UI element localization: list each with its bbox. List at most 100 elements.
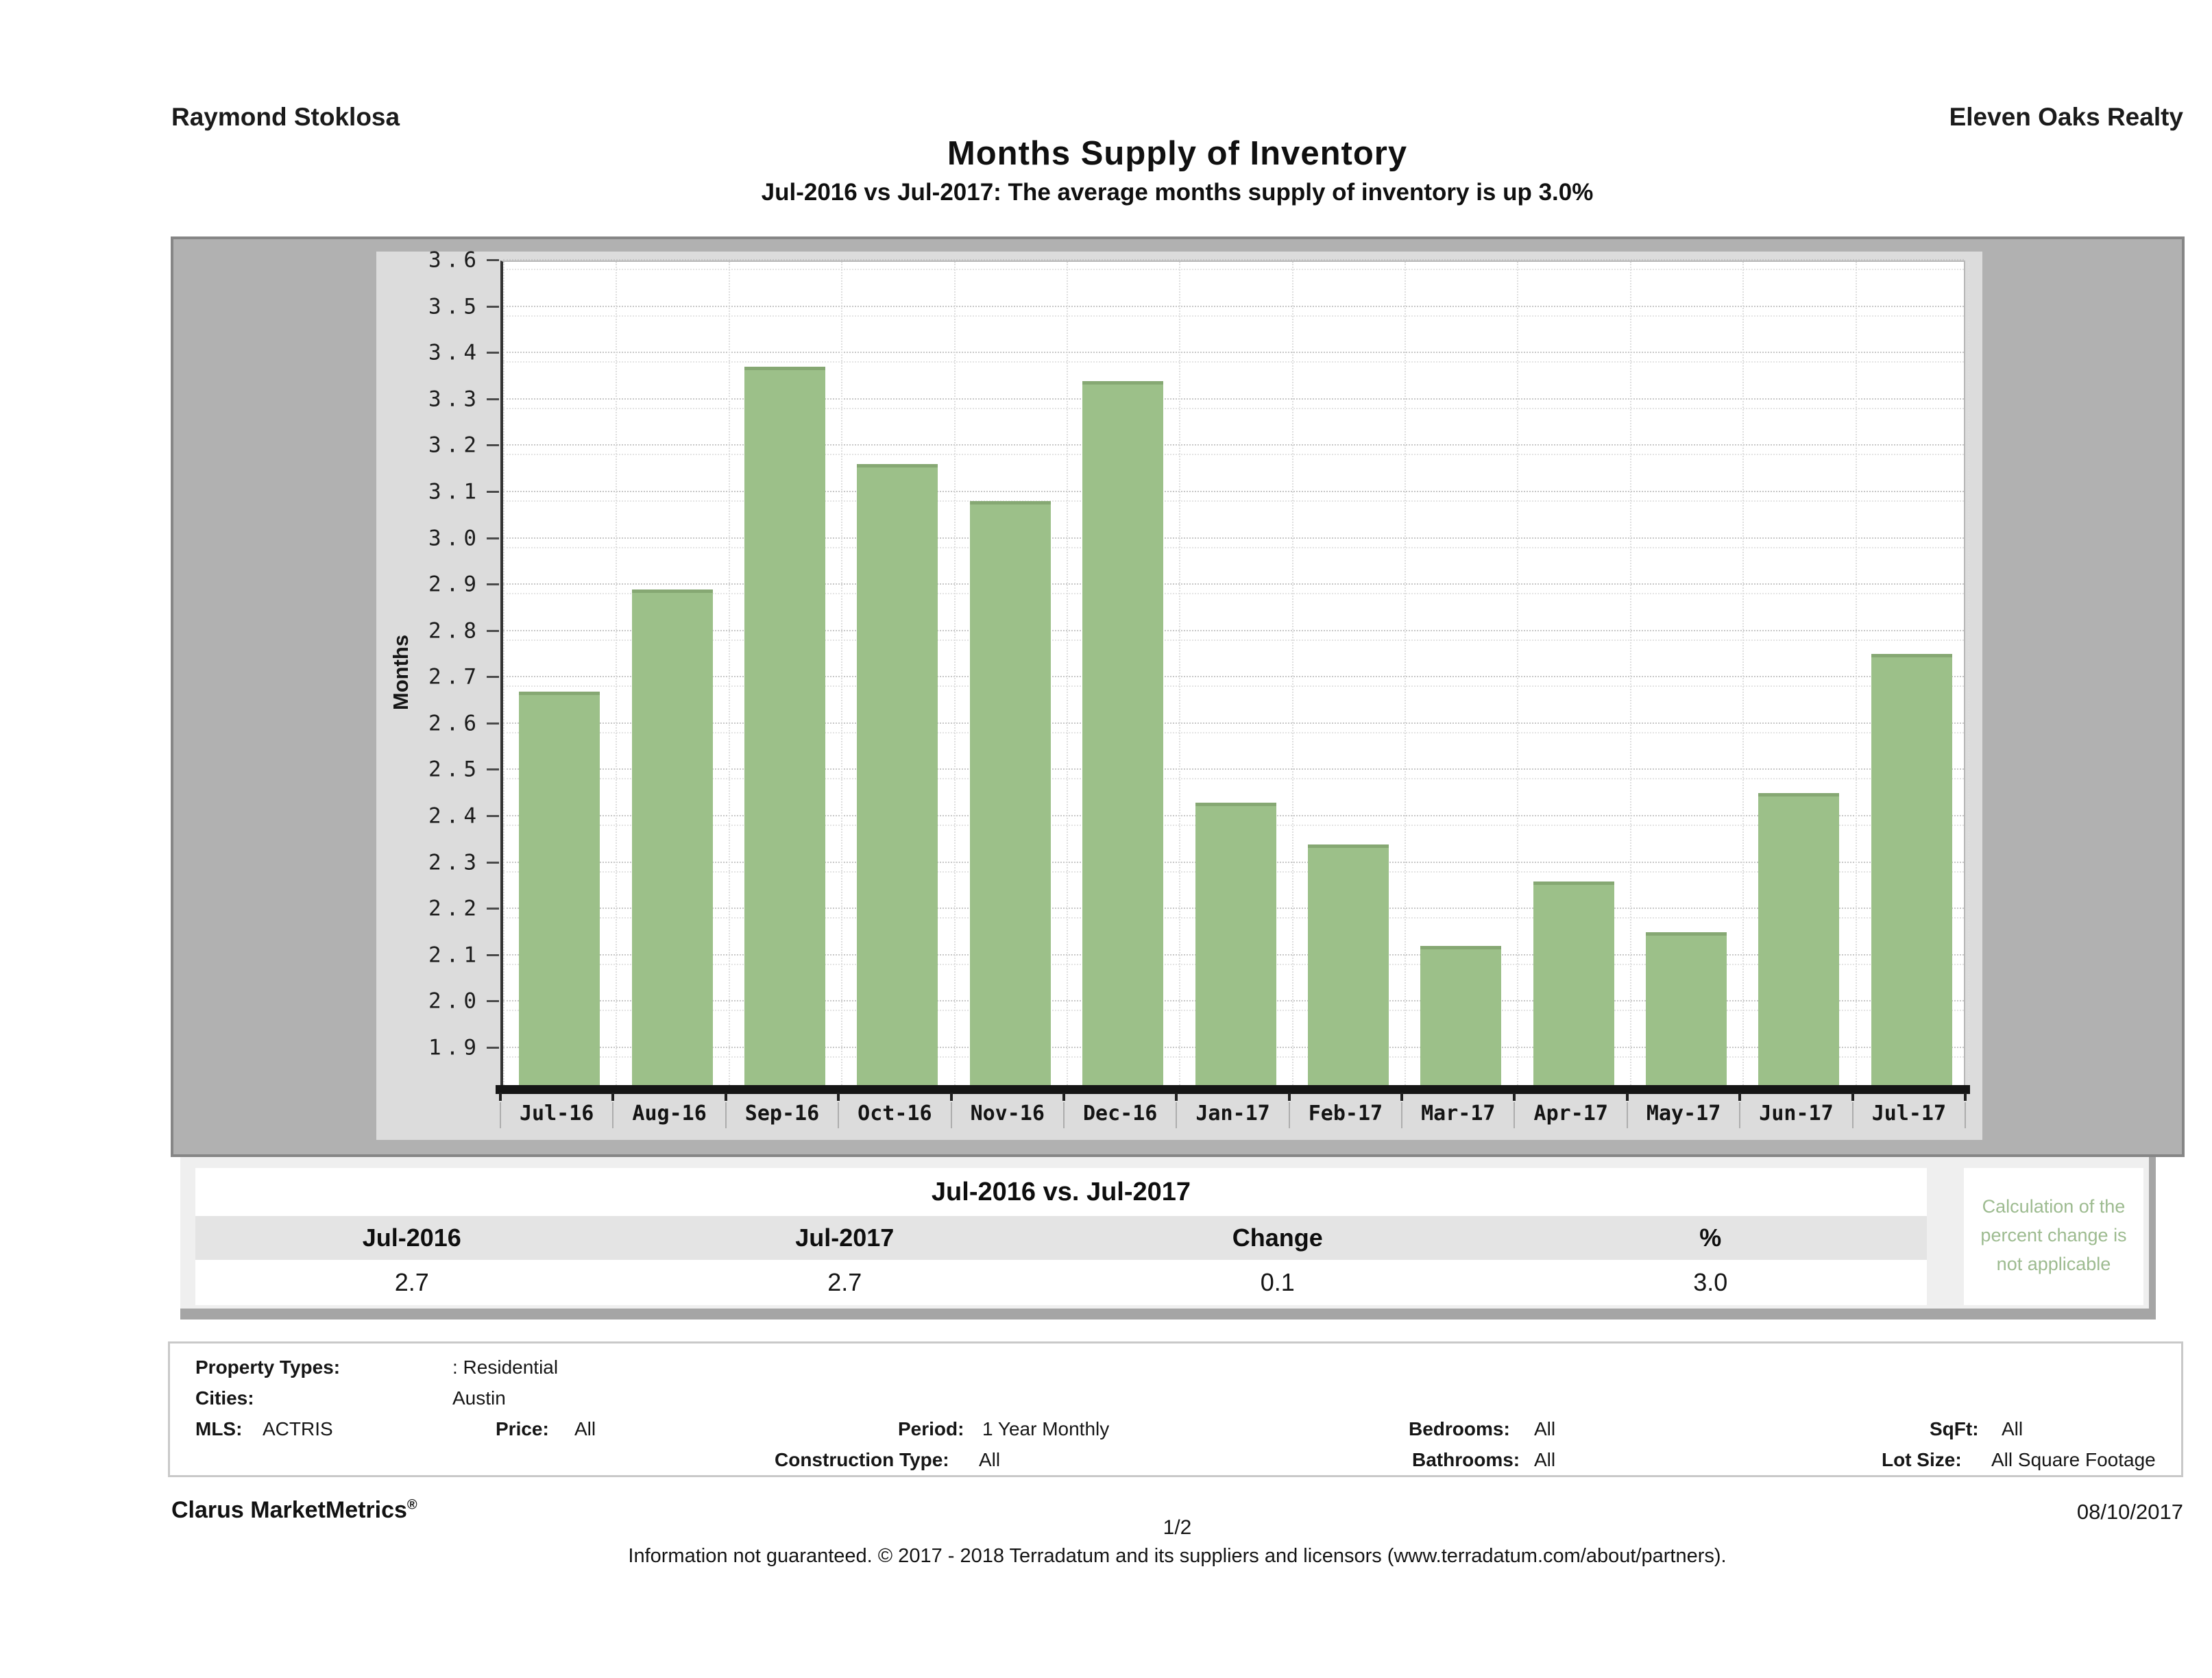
- y-tick-mark: [487, 1046, 499, 1049]
- gridline-minor: [503, 315, 1964, 317]
- y-tick-mark: [487, 1000, 499, 1003]
- y-tick-mark: [487, 583, 499, 586]
- y-tick-mark: [487, 537, 499, 539]
- x-label-separator: [1176, 1102, 1178, 1128]
- y-tick-label: 2.6: [428, 711, 481, 736]
- criteria-label: Property Types:: [195, 1357, 341, 1378]
- bar-Jan-17: [1195, 802, 1276, 1085]
- table-value: 2.7: [394, 1268, 429, 1296]
- x-axis-line: [496, 1085, 1970, 1094]
- y-tick-mark: [487, 398, 499, 400]
- x-label-separator: [1288, 1102, 1290, 1128]
- bar-Jun-17: [1758, 793, 1840, 1085]
- x-axis-tick: [1738, 1093, 1742, 1101]
- percent-change-note: Calculation of the percent change is not…: [1980, 1196, 2127, 1274]
- gridline-minor: [503, 500, 1964, 502]
- gridline: [503, 490, 1964, 492]
- x-tick-label: May-17: [1646, 1102, 1721, 1126]
- gridline-minor: [503, 593, 1964, 595]
- y-tick-label: 2.2: [428, 896, 481, 921]
- x-tick-label: Jul-16: [520, 1102, 594, 1126]
- y-tick-label: 3.4: [428, 340, 481, 365]
- criteria-value: : Residential: [452, 1357, 559, 1378]
- bar-May-17: [1646, 932, 1727, 1085]
- x-tick-label: Mar-17: [1421, 1102, 1496, 1126]
- gridline-minor: [503, 778, 1964, 780]
- chart-area: Months 1.9 2.0 2.1 2.2 2.3 2.4 2.5 2.6 2.7 2.8 2.9…: [376, 250, 1982, 1140]
- x-label-separator: [1626, 1102, 1628, 1128]
- y-tick-mark: [487, 908, 499, 910]
- page-title: Months Supply of Inventory: [947, 135, 1408, 172]
- criteria-value: Austin: [452, 1387, 506, 1409]
- gridline-minor: [503, 639, 1964, 641]
- x-tick-label: Jan-17: [1195, 1102, 1270, 1126]
- table-column-header: Jul-2017: [795, 1224, 895, 1252]
- gridline: [503, 305, 1964, 307]
- x-label-separator: [950, 1102, 952, 1128]
- vertical-gridline: [1291, 262, 1293, 1085]
- x-label-separator: [1401, 1102, 1403, 1128]
- bar-Jul-16: [519, 691, 600, 1085]
- x-tick-label: Aug-16: [632, 1102, 707, 1126]
- gridline: [503, 398, 1964, 400]
- x-label-separator: [1739, 1102, 1741, 1128]
- bar-Dec-16: [1082, 380, 1164, 1085]
- bar-Jul-17: [1871, 654, 1952, 1085]
- chart-panel: Months 1.9 2.0 2.1 2.2 2.3 2.4 2.5 2.6 2.7 2.8 2.9…: [171, 236, 2185, 1157]
- registered-mark: ®: [406, 1497, 417, 1513]
- gridline: [503, 768, 1964, 770]
- y-tick-label: 2.5: [428, 757, 481, 782]
- y-tick-mark: [487, 444, 499, 447]
- gridline-minor: [503, 685, 1964, 688]
- y-tick-mark: [487, 259, 499, 261]
- x-tick-label: Sep-16: [744, 1102, 820, 1126]
- bar-Mar-17: [1420, 946, 1502, 1085]
- x-label-separator: [1851, 1102, 1854, 1128]
- criteria-value: All: [1534, 1449, 1556, 1470]
- gridline-minor: [503, 361, 1964, 363]
- y-tick-mark: [487, 861, 499, 864]
- x-axis-tick: [1287, 1093, 1291, 1101]
- criteria-label: Lot Size:: [1882, 1449, 1962, 1470]
- company-name: Eleven Oaks Realty: [1949, 103, 2183, 131]
- page-subtitle: Jul-2016 vs Jul-2017: The average months…: [761, 179, 1594, 206]
- y-tick-mark: [487, 953, 499, 956]
- criteria-value: 1 Year Monthly: [982, 1418, 1110, 1439]
- vertical-gridline: [616, 262, 618, 1085]
- vertical-gridline: [728, 262, 730, 1085]
- gridline: [503, 722, 1964, 724]
- y-tick-label: 3.3: [428, 387, 481, 412]
- x-axis-tick: [1625, 1093, 1629, 1101]
- x-axis-tick: [837, 1093, 840, 1101]
- x-axis-tick: [949, 1093, 953, 1101]
- y-tick-label: 3.1: [428, 479, 481, 504]
- vertical-gridline: [1742, 262, 1745, 1085]
- x-axis-tick: [1964, 1093, 1967, 1101]
- y-tick-label: 2.0: [428, 988, 481, 1014]
- criteria-value: All: [1534, 1418, 1556, 1439]
- y-tick-mark: [487, 815, 499, 818]
- criteria-label: Price:: [496, 1418, 549, 1439]
- gridline-minor: [503, 454, 1964, 456]
- x-axis-tick: [499, 1093, 502, 1101]
- report-date: 08/10/2017: [2076, 1500, 2183, 1524]
- x-tick-label: Dec-16: [1082, 1102, 1158, 1126]
- footer-brand: Clarus MarketMetrics®: [171, 1497, 417, 1524]
- x-label-separator: [1062, 1102, 1065, 1128]
- search-criteria-box: Property Types:: Residential Cities: Austi…: [168, 1341, 2183, 1477]
- comparison-table-values: 2.7 2.7 0.1 3.0: [195, 1260, 1927, 1305]
- table-value: 0.1: [1260, 1268, 1295, 1296]
- vertical-gridline: [1855, 262, 1857, 1085]
- criteria-label: SqFt:: [1930, 1418, 1979, 1439]
- vertical-gridline: [1179, 262, 1181, 1085]
- y-tick-label: 3.5: [428, 294, 481, 319]
- x-label-separator: [1965, 1102, 1966, 1128]
- y-tick-label: 2.8: [428, 618, 481, 644]
- bar-Sep-16: [744, 367, 825, 1085]
- gridline-minor: [503, 546, 1964, 548]
- criteria-label: Bedrooms:: [1409, 1418, 1510, 1439]
- y-tick-label: 2.1: [428, 943, 481, 968]
- x-tick-label: Feb-17: [1308, 1102, 1383, 1126]
- gridline-minor: [503, 731, 1964, 733]
- table-value: 3.0: [1693, 1268, 1728, 1296]
